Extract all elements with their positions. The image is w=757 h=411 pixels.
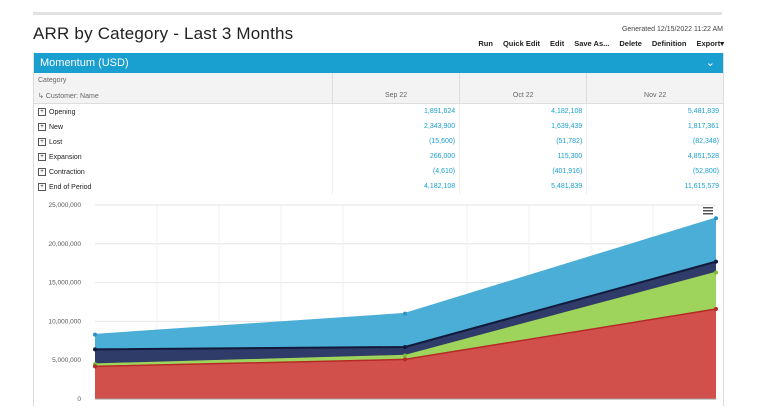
data-point[interactable] — [403, 311, 407, 316]
column-header-oct[interactable]: Oct 22 — [459, 88, 587, 104]
data-point[interactable] — [714, 216, 718, 221]
expand-icon[interactable]: + — [38, 107, 46, 116]
run-button[interactable]: Run — [478, 39, 493, 48]
data-point[interactable] — [93, 364, 97, 369]
table-row: + Lost (15,600) (51,782) (82,348) — [34, 134, 723, 149]
data-point[interactable] — [714, 259, 718, 264]
summary-table: Category ↳ Customer: Name Sep 22 Oct 22 … — [34, 73, 723, 194]
column-header-nov[interactable]: Nov 22 — [586, 88, 723, 104]
data-point[interactable] — [403, 345, 407, 350]
arr-area-chart: 25,000,000 20,000,000 15,000,000 10,000,000… — [33, 198, 722, 406]
data-point[interactable] — [93, 332, 97, 337]
toolbar: Run Quick Edit Edit Save As... Delete De… — [468, 39, 724, 48]
quick-edit-button[interactable]: Quick Edit — [502, 39, 541, 48]
data-point[interactable] — [403, 353, 407, 358]
page-title: ARR by Category - Last 3 Months — [33, 24, 294, 43]
expand-icon[interactable]: + — [38, 122, 46, 131]
chart-svg: 25,000,000 20,000,000 15,000,000 10,000,000… — [48, 202, 718, 403]
y-tick-label: 20,000,000 — [48, 241, 81, 248]
table-row: + End of Period 4,182,108 5,481,839 11,61… — [34, 179, 723, 194]
y-tick-label: 15,000,000 — [48, 280, 81, 287]
expand-icon[interactable]: + — [38, 182, 46, 191]
area-series-red[interactable] — [95, 308, 716, 399]
chevron-down-icon[interactable]: ⌄ — [705, 57, 715, 69]
expand-icon[interactable]: + — [38, 152, 46, 161]
table-row: + Opening 1,891,624 4,182,108 5,481,839 — [34, 103, 723, 119]
expand-icon[interactable]: + — [38, 167, 46, 176]
table-row: + Contraction (4,610) (401,916) (52,800) — [34, 164, 723, 179]
y-tick-label: 5,000,000 — [52, 357, 81, 364]
delete-button[interactable]: Delete — [619, 39, 642, 48]
momentum-panel: Momentum (USD) ⌄ Category ↳ Customer: Na… — [33, 53, 724, 406]
definition-button[interactable]: Definition — [651, 39, 687, 48]
data-point[interactable] — [403, 357, 407, 362]
generated-timestamp: Generated 12/15/2022 11:22 AM — [621, 26, 723, 33]
table-row: + New 2,343,900 1,639,439 1,817,361 — [34, 119, 723, 134]
table-row: + Expansion 266,000 115,300 4,851,528 — [34, 149, 723, 164]
data-point[interactable] — [714, 270, 718, 275]
y-tick-label: 0 — [77, 396, 81, 403]
expand-icon[interactable]: + — [38, 137, 46, 146]
panel-title: Momentum (USD) — [40, 57, 129, 69]
data-point[interactable] — [93, 347, 97, 352]
data-point[interactable] — [714, 306, 718, 311]
panel-header[interactable]: Momentum (USD) ⌄ — [34, 53, 723, 73]
y-tick-label: 10,000,000 — [48, 318, 81, 325]
customer-name-header[interactable]: ↳ Customer: Name — [34, 88, 333, 104]
save-as-button[interactable]: Save As... — [574, 39, 610, 48]
group-label: Category — [34, 73, 333, 88]
y-tick-label: 25,000,000 — [48, 202, 81, 209]
export-button[interactable]: Export▾ — [696, 39, 724, 48]
edit-button[interactable]: Edit — [550, 39, 565, 48]
column-header-sep[interactable]: Sep 22 — [331, 88, 460, 104]
hamburger-icon[interactable] — [703, 207, 713, 215]
top-divider — [33, 12, 722, 15]
